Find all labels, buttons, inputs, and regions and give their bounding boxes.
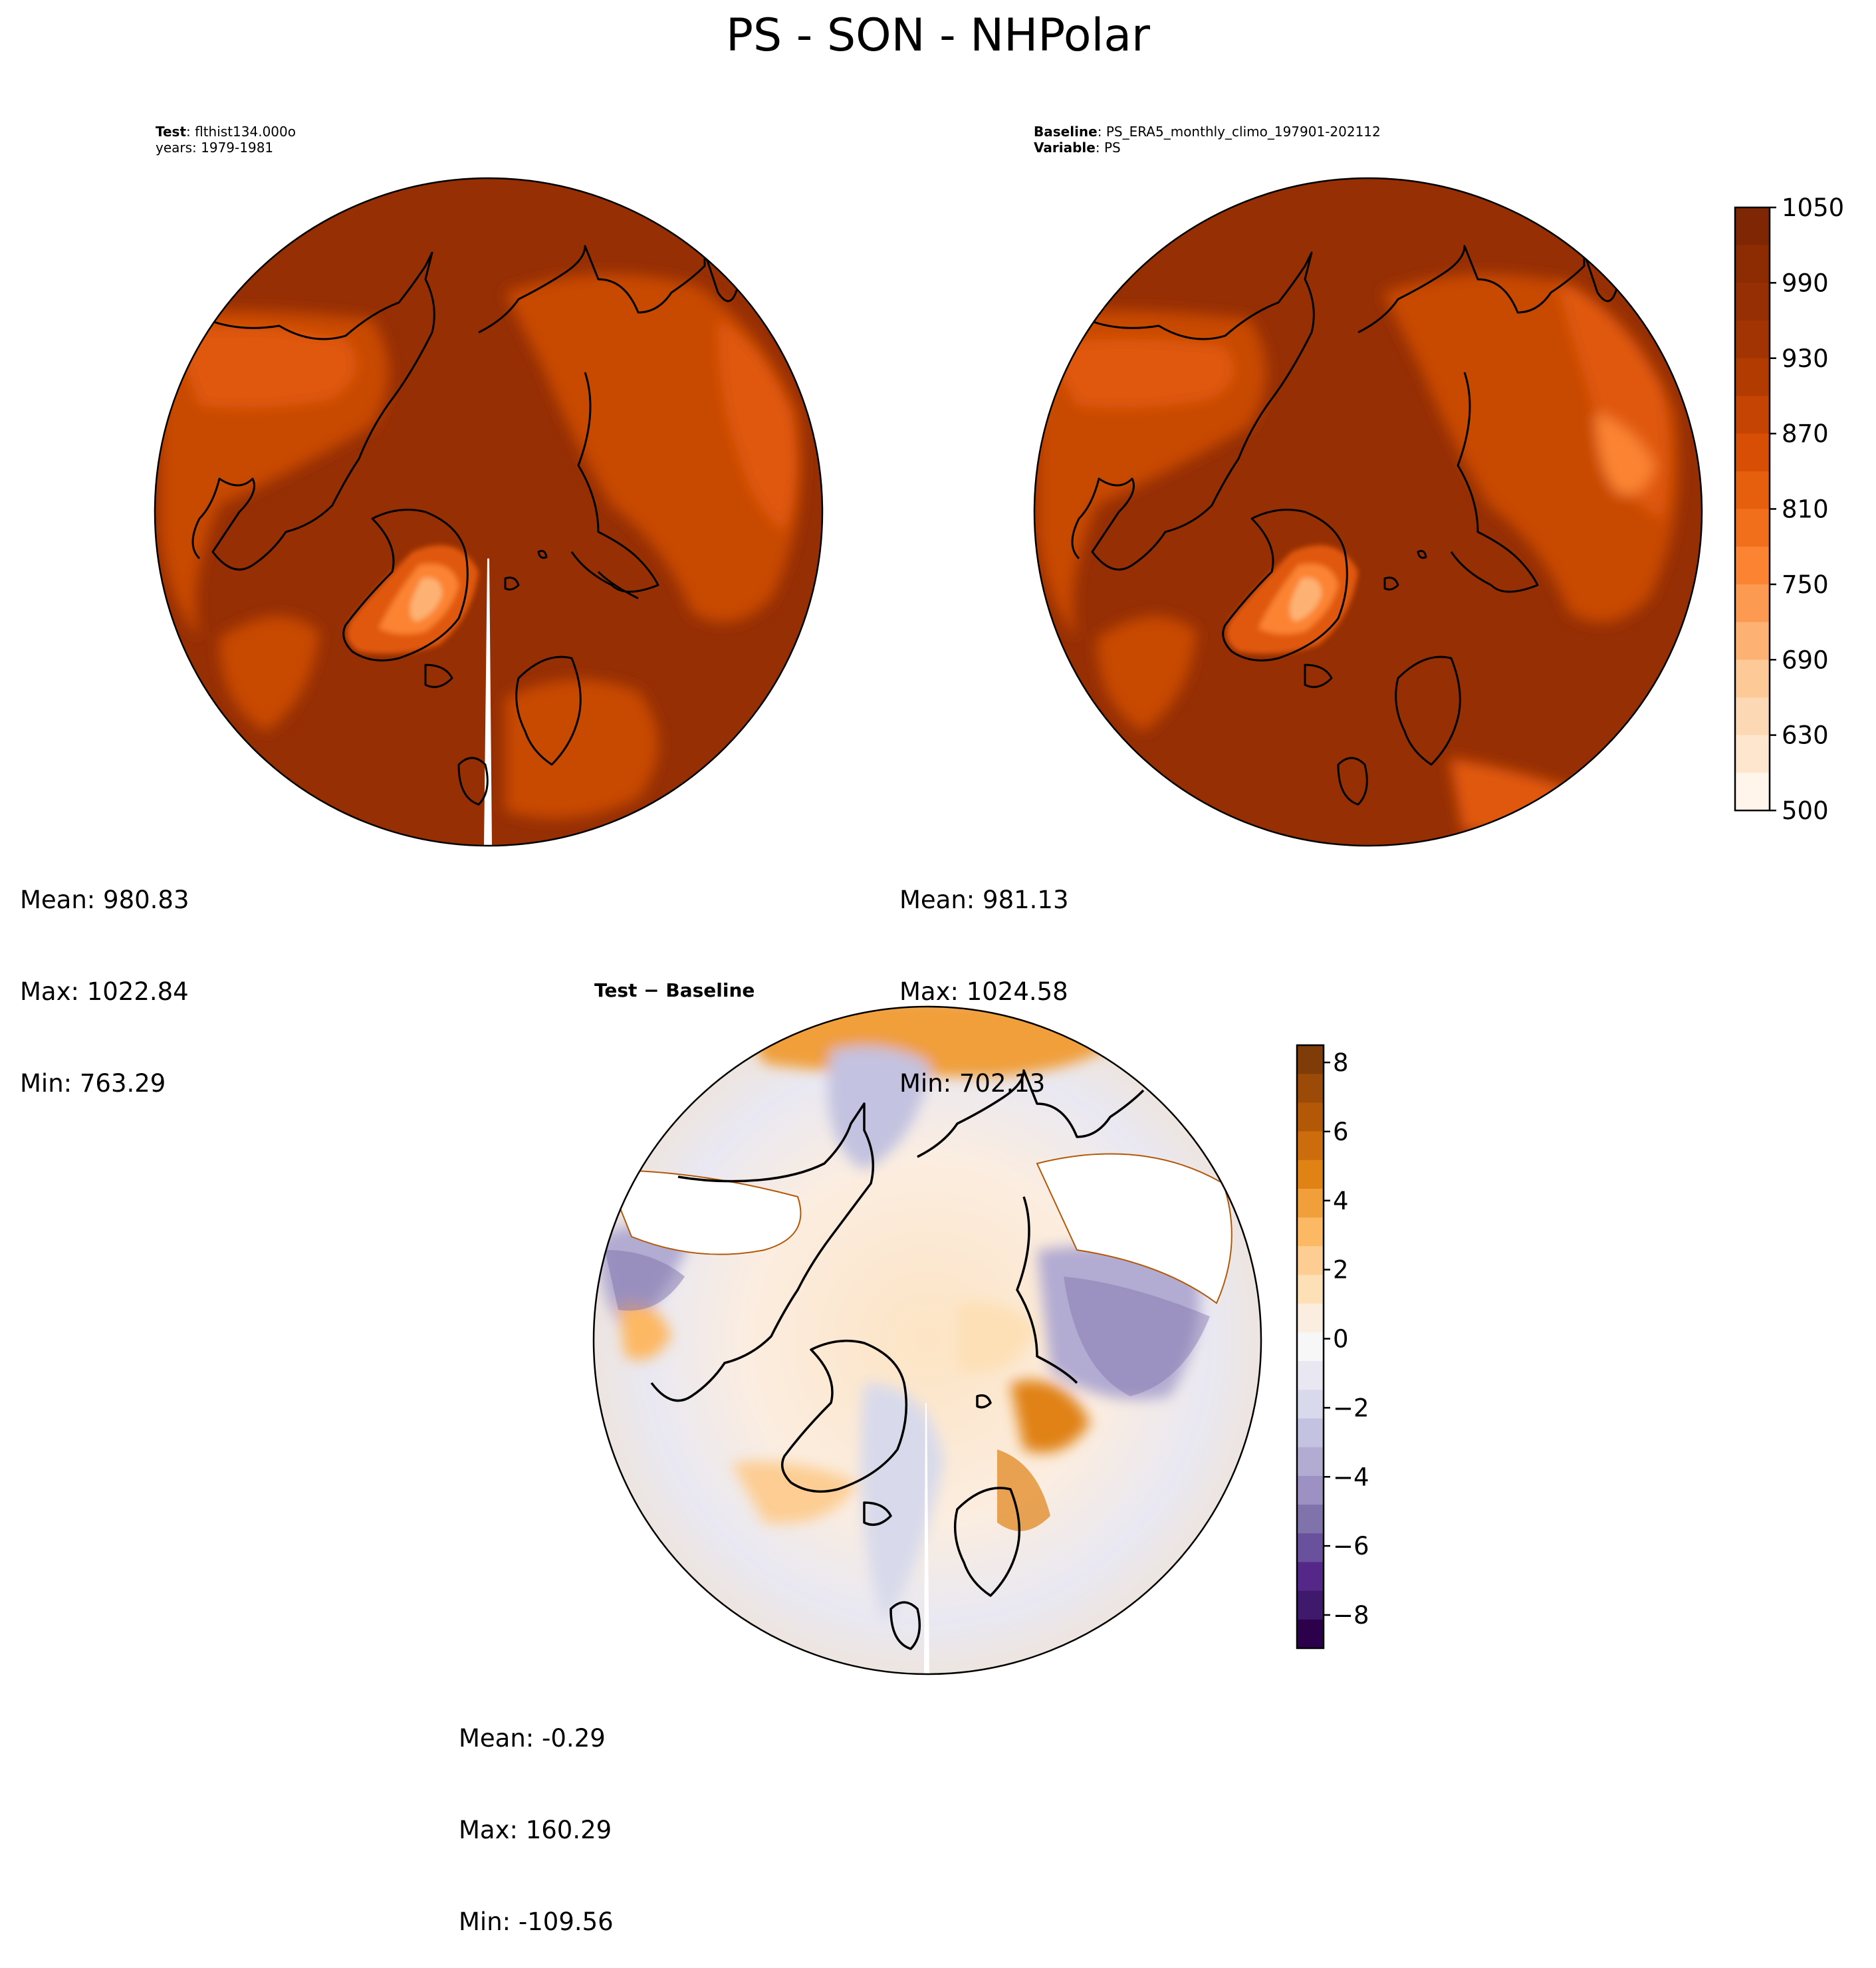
main-colorbar-tick-label: 500 xyxy=(1782,797,1829,825)
baseline-greenland xyxy=(1227,545,1358,654)
test-stats: Mean: 980.83 Max: 1022.84 Min: 763.29 xyxy=(20,824,189,1130)
diff-map xyxy=(592,1005,1262,1675)
test-label: Test: flthist134.000o years: 1979-1981 xyxy=(156,124,296,156)
figure-canvas: 500 630 690 750 810 870 930 990 1050 8 6 4 2 0 −2 −4 −6… xyxy=(154,177,1844,1675)
diff-colorbar-swatch xyxy=(1297,1390,1324,1419)
test-seam xyxy=(484,558,492,846)
main-colorbar-swatch xyxy=(1735,245,1770,283)
test-coastlines xyxy=(191,245,739,806)
variable-label-bold: Variable xyxy=(1034,140,1096,156)
diff-colorbar-swatch xyxy=(1297,1533,1324,1563)
figure-title: PS - SON - NHPolar xyxy=(726,9,1150,62)
diff-colorbar-swatch xyxy=(1297,1045,1324,1074)
baseline-stats: Mean: 981.13 Max: 1024.58 Min: 702.13 xyxy=(899,824,1069,1130)
baseline-label-text: : PS_ERA5_monthly_climo_197901-202112 xyxy=(1097,124,1381,140)
diff-colorbar-tick-label: 6 xyxy=(1333,1118,1349,1146)
main-colorbar-swatch xyxy=(1735,471,1770,510)
diff-colorbar: 8 6 4 2 0 −2 −4 −6 −8 xyxy=(1296,1044,1369,1650)
test-years: years: 1979-1981 xyxy=(156,140,274,156)
diff-colorbar-swatch xyxy=(1297,1361,1324,1390)
diff-max: Max: 160.29 xyxy=(459,1816,612,1844)
diff-colorbar-swatch xyxy=(1297,1074,1324,1103)
diff-colorbar-swatch xyxy=(1297,1447,1324,1477)
diff-stats: Mean: -0.29 Max: 160.29 Min: -109.56 xyxy=(459,1662,614,1968)
diff-land-speckle xyxy=(604,1153,1232,1531)
diff-colorbar-frame xyxy=(1296,1044,1325,1650)
main-colorbar: 500 630 690 750 810 870 930 990 1050 xyxy=(1734,193,1844,825)
diff-colorbar-swatch xyxy=(1297,1475,1324,1505)
diff-colorbar-tick-label: 0 xyxy=(1333,1325,1349,1354)
diff-colorbar-tick-label: −6 xyxy=(1333,1532,1369,1560)
diff-colorbar-swatch xyxy=(1297,1246,1324,1276)
test-label-text: : flthist134.000o xyxy=(186,124,296,140)
main-colorbar-tick-label: 990 xyxy=(1782,269,1829,297)
baseline-min: Min: 702.13 xyxy=(899,1069,1046,1098)
main-colorbar-swatch xyxy=(1735,283,1770,321)
diff-min: Min: -109.56 xyxy=(459,1907,614,1936)
test-label-bold: Test xyxy=(156,124,187,140)
main-colorbar-swatch xyxy=(1735,547,1770,585)
test-max: Max: 1022.84 xyxy=(20,977,189,1006)
main-colorbar-tick-label: 630 xyxy=(1782,721,1829,750)
main-colorbar-swatch xyxy=(1735,735,1770,773)
main-colorbar-tick-label: 930 xyxy=(1782,344,1829,373)
diff-colorbar-swatch xyxy=(1297,1590,1324,1620)
main-colorbar-swatch xyxy=(1735,433,1770,472)
diff-colorbar-swatch xyxy=(1297,1562,1324,1592)
diff-colorbar-tick-label: −8 xyxy=(1333,1601,1369,1630)
main-colorbar-tick-label: 690 xyxy=(1782,646,1829,674)
main-colorbar-swatch xyxy=(1735,396,1770,434)
diff-colorbar-swatch xyxy=(1297,1102,1324,1132)
main-colorbar-swatch xyxy=(1735,509,1770,547)
test-greenland xyxy=(347,545,479,654)
test-map xyxy=(154,177,824,847)
baseline-label: Baseline: PS_ERA5_monthly_climo_197901-2… xyxy=(1034,124,1381,156)
main-colorbar-tick-label: 1050 xyxy=(1782,193,1844,222)
main-colorbar-tick-label: 870 xyxy=(1782,420,1829,448)
diff-colorbar-tick-label: −2 xyxy=(1333,1394,1369,1422)
test-land-shading xyxy=(160,274,801,819)
diff-colorbar-swatch xyxy=(1297,1131,1324,1161)
diff-seam xyxy=(924,1403,929,1674)
main-colorbar-swatch xyxy=(1735,584,1770,623)
diff-colorbar-tick-label: 2 xyxy=(1333,1256,1349,1285)
diff-colorbar-swatch xyxy=(1297,1332,1324,1362)
baseline-coastlines xyxy=(1071,245,1619,806)
main-colorbar-tick-label: 810 xyxy=(1782,495,1829,524)
diff-colorbar-swatch xyxy=(1297,1418,1324,1448)
diff-colorbar-tick-label: 4 xyxy=(1333,1187,1349,1215)
diff-coastlines xyxy=(650,1069,1145,1650)
diff-colorbar-swatch xyxy=(1297,1505,1324,1534)
diff-colorbar-tick-label: 8 xyxy=(1333,1048,1349,1077)
baseline-max: Max: 1024.58 xyxy=(899,977,1068,1006)
diff-colorbar-swatch xyxy=(1297,1188,1324,1218)
test-min: Min: 763.29 xyxy=(20,1069,166,1098)
diff-colorbar-swatch xyxy=(1297,1275,1324,1304)
diff-shading xyxy=(598,1007,1200,1622)
diff-colorbar-swatch xyxy=(1297,1303,1324,1333)
baseline-map xyxy=(1033,177,1703,847)
variable-label-text: : PS xyxy=(1095,140,1121,156)
main-colorbar-swatch xyxy=(1735,207,1770,246)
diff-colorbar-swatch xyxy=(1297,1160,1324,1189)
diff-colorbar-tick-label: −4 xyxy=(1333,1463,1369,1491)
main-colorbar-swatch xyxy=(1735,697,1770,736)
main-colorbar-swatch xyxy=(1735,358,1770,397)
test-mean: Mean: 980.83 xyxy=(20,886,189,914)
baseline-mean: Mean: 981.13 xyxy=(899,886,1069,914)
diff-map-frame xyxy=(592,1005,1262,1675)
test-map-frame xyxy=(154,177,824,847)
diff-mean: Mean: -0.29 xyxy=(459,1724,606,1753)
main-colorbar-tick-label: 750 xyxy=(1782,570,1829,599)
main-colorbar-swatch xyxy=(1735,660,1770,698)
diff-colorbar-swatch xyxy=(1297,1217,1324,1247)
diff-title: Test − Baseline xyxy=(594,979,755,1001)
main-colorbar-swatch xyxy=(1735,320,1770,359)
baseline-land-shading xyxy=(1037,274,1679,832)
baseline-map-frame xyxy=(1033,177,1703,847)
main-colorbar-swatch xyxy=(1735,773,1770,811)
main-colorbar-swatch xyxy=(1735,622,1770,660)
baseline-label-bold: Baseline xyxy=(1034,124,1098,140)
diff-colorbar-swatch xyxy=(1297,1619,1324,1649)
